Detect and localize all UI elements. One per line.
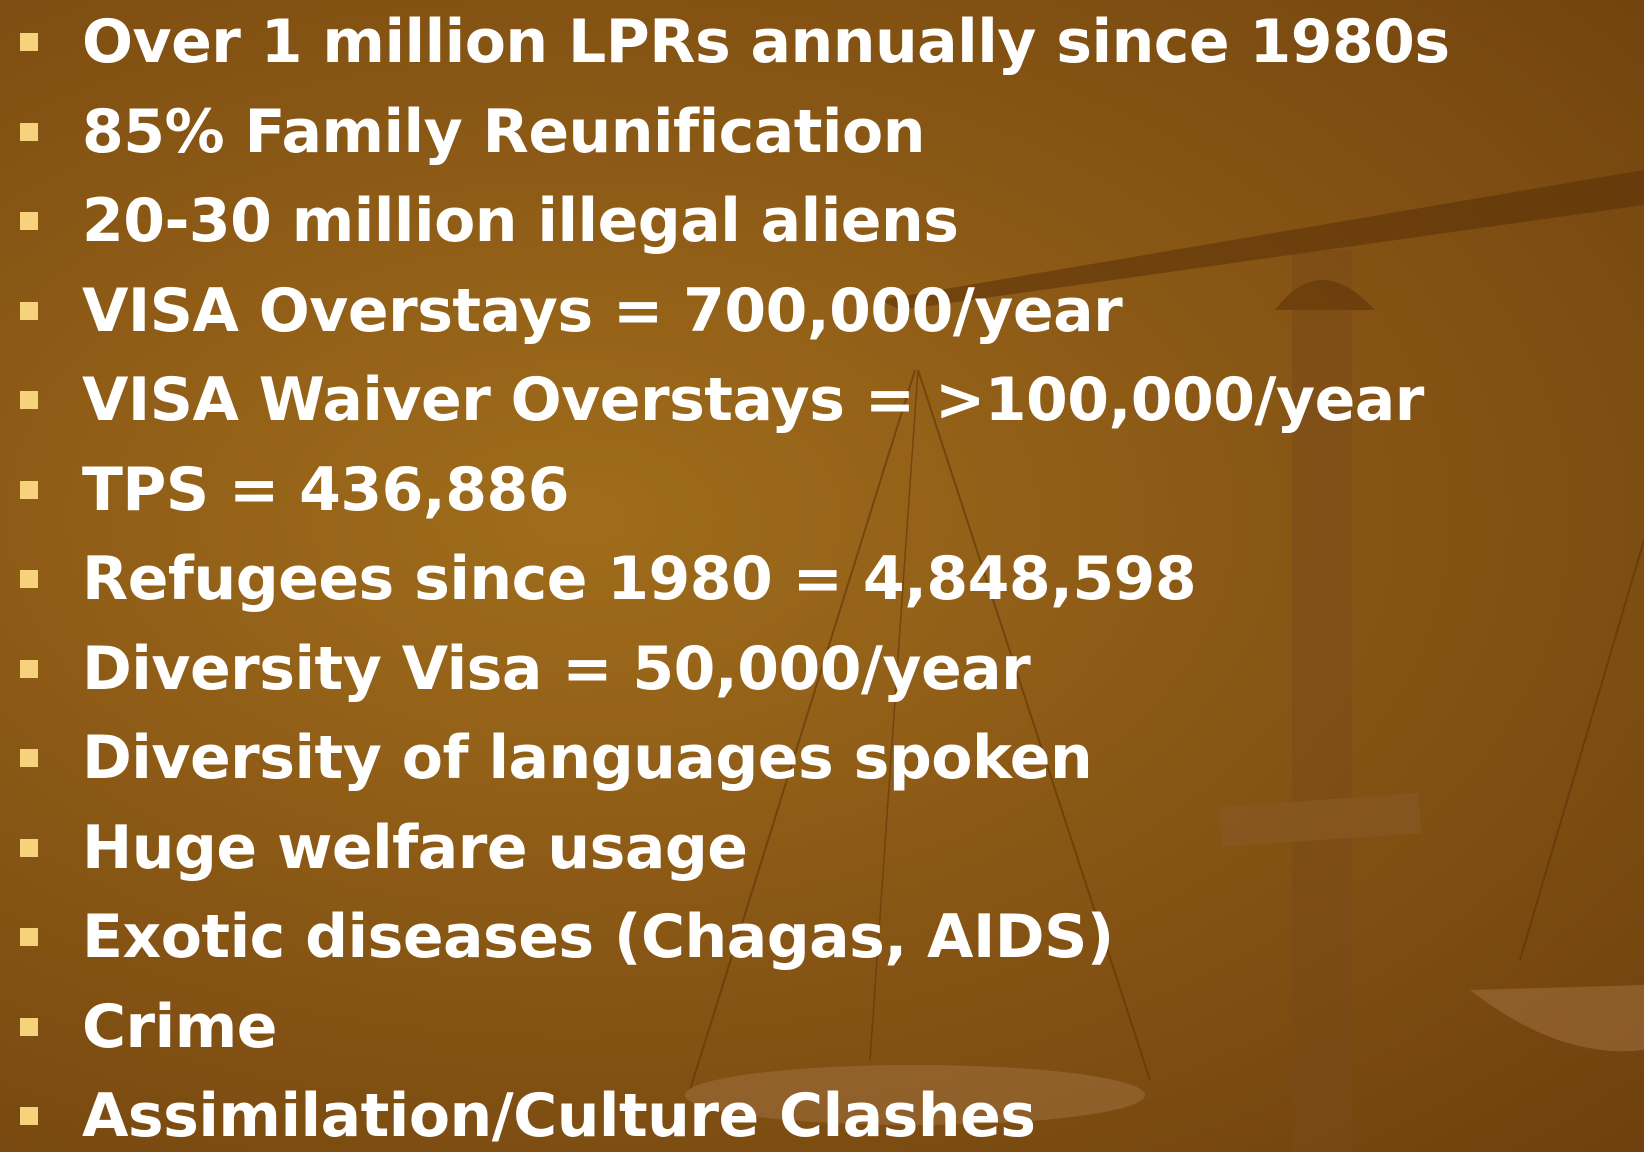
bullet-marker [20,481,38,499]
bullet-text: 20-30 million illegal aliens [82,186,958,256]
bullet-item: VISA Overstays = 700,000/year [0,266,1122,356]
bullet-item: 20-30 million illegal aliens [0,176,958,266]
slide: Over 1 million LPRs annually since 1980s… [0,0,1644,1152]
bullet-marker [20,839,38,857]
bullet-text: VISA Waiver Overstays = >100,000/year [82,365,1424,435]
bullet-item: Huge welfare usage [0,803,747,893]
bullet-marker [20,749,38,767]
bullet-text: Over 1 million LPRs annually since 1980s [82,7,1450,77]
bullet-item: Diversity Visa = 50,000/year [0,624,1030,714]
bullet-marker [20,391,38,409]
bullet-marker [20,1018,38,1036]
bullet-marker [20,660,38,678]
bullet-list: Over 1 million LPRs annually since 1980s… [0,0,1644,1152]
bullet-text: Diversity Visa = 50,000/year [82,634,1030,704]
bullet-item: VISA Waiver Overstays = >100,000/year [0,355,1424,445]
bullet-marker [20,928,38,946]
bullet-text: Crime [82,992,277,1062]
bullet-marker [20,302,38,320]
bullet-marker [20,1107,38,1125]
bullet-item: Assimilation/Culture Clashes [0,1071,1035,1152]
bullet-item: Exotic diseases (Chagas, AIDS) [0,892,1114,982]
bullet-marker [20,212,38,230]
bullet-text: Assimilation/Culture Clashes [82,1081,1035,1151]
bullet-text: Refugees since 1980 = 4,848,598 [82,544,1196,614]
bullet-text: Exotic diseases (Chagas, AIDS) [82,902,1114,972]
bullet-item: TPS = 436,886 [0,445,569,535]
bullet-text: Huge welfare usage [82,813,747,883]
bullet-item: Refugees since 1980 = 4,848,598 [0,534,1196,624]
bullet-marker [20,570,38,588]
bullet-text: VISA Overstays = 700,000/year [82,276,1122,346]
bullet-marker [20,123,38,141]
bullet-item: Over 1 million LPRs annually since 1980s [0,0,1450,87]
bullet-text: 85% Family Reunification [82,97,925,167]
bullet-marker [20,33,38,51]
bullet-text: Diversity of languages spoken [82,723,1092,793]
bullet-text: TPS = 436,886 [82,455,569,525]
bullet-item: Crime [0,982,277,1072]
bullet-item: Diversity of languages spoken [0,713,1092,803]
bullet-item: 85% Family Reunification [0,87,925,177]
